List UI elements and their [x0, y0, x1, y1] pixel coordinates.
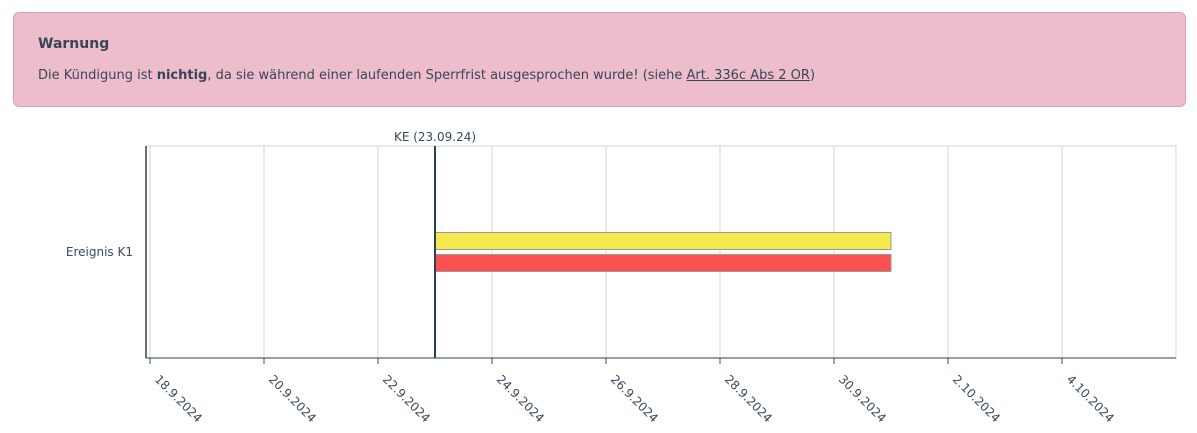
text: , da sie während einer laufenden Sperrfr… — [207, 68, 687, 83]
text: Die Kündigung ist — [38, 68, 157, 83]
x-tick-label: 30.9.2024 — [836, 372, 889, 425]
text: ) — [809, 68, 816, 83]
x-tick-label: 20.9.2024 — [266, 372, 319, 425]
marker-label: KE (23.09.24) — [394, 130, 476, 144]
plot-frame — [145, 145, 1177, 359]
bar — [434, 254, 892, 272]
bold-text: nichtig — [156, 68, 208, 83]
x-tick-label: 24.9.2024 — [494, 372, 547, 425]
x-tick-label: 22.9.2024 — [380, 372, 433, 425]
x-tick-label: 26.9.2024 — [608, 372, 661, 425]
x-tick-label: 4.10.2024 — [1064, 372, 1117, 425]
warning-box: Warnung Die Kündigung ist nichtig, da si… — [13, 12, 1186, 107]
x-tick-label: 2.10.2024 — [950, 372, 1003, 425]
bar — [434, 232, 892, 250]
x-tick-label: 28.9.2024 — [722, 372, 775, 425]
x-tick-label: 18.9.2024 — [152, 372, 205, 425]
warning-text: Die Kündigung ist nichtig, da sie währen… — [38, 68, 815, 83]
law-link[interactable]: Art. 336c Abs 2 OR — [686, 68, 810, 83]
warning-title: Warnung — [38, 36, 110, 52]
y-tick-label: Ereignis K1 — [66, 245, 133, 259]
